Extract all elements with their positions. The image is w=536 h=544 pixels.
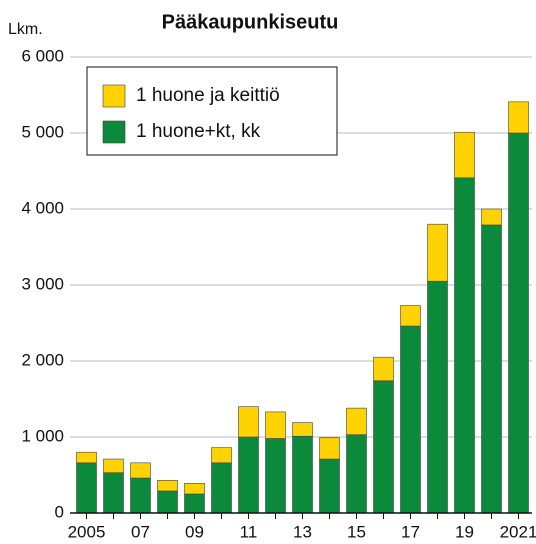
legend-label: 1 huone+kt, kk <box>136 121 261 142</box>
legend-swatch <box>102 84 126 108</box>
bar-segment <box>454 177 475 514</box>
y-axis-label: Lkm. <box>8 21 43 38</box>
bar-segment <box>427 280 448 514</box>
bar-segment <box>481 224 502 514</box>
y-tick-label: 6 000 <box>21 46 64 65</box>
bar-segment <box>130 477 151 514</box>
bar-segment <box>265 411 286 439</box>
bar-segment <box>427 223 448 282</box>
y-tick-label: 0 <box>55 502 64 521</box>
legend-label: 1 huone ja keittiö <box>136 85 280 106</box>
bar-segment <box>373 356 394 382</box>
bar-segment <box>238 406 259 438</box>
legend-box <box>86 66 338 156</box>
bar-segment <box>319 437 340 460</box>
bar-segment <box>508 101 529 134</box>
y-tick-label: 1 000 <box>21 426 64 445</box>
y-tick-label: 4 000 <box>21 198 64 217</box>
bar-segment <box>184 493 205 514</box>
x-tick-label: 2005 <box>68 522 106 541</box>
bar-segment <box>292 435 313 514</box>
y-tick-label: 3 000 <box>21 274 64 293</box>
bar-segment <box>238 436 259 514</box>
bar-segment <box>400 305 421 327</box>
x-tick-label: 11 <box>240 522 258 541</box>
bar-segment <box>346 407 367 436</box>
bar-segment <box>319 458 340 514</box>
bar-segment <box>481 208 502 226</box>
bar-segment <box>157 490 178 514</box>
bar-segment <box>76 451 97 464</box>
x-tick-label: 09 <box>185 522 204 541</box>
bar-segment <box>157 480 178 492</box>
y-tick-label: 5 000 <box>21 122 64 141</box>
x-tick-label: 17 <box>401 522 420 541</box>
legend-swatch <box>102 120 126 144</box>
bar-segment <box>211 462 232 514</box>
bar-segment <box>211 447 232 464</box>
bar-segment <box>508 132 529 514</box>
x-tick-label: 19 <box>455 522 474 541</box>
bar-segment <box>400 325 421 514</box>
x-tick-label: 13 <box>293 522 312 541</box>
bar-segment <box>130 462 151 479</box>
x-tick-label: 07 <box>131 522 150 541</box>
x-tick-label: 15 <box>347 522 366 541</box>
bar-segment <box>184 483 205 495</box>
y-tick-label: 2 000 <box>21 350 64 369</box>
bar-segment <box>454 131 475 179</box>
bar-segment <box>265 438 286 514</box>
bar-segment <box>292 422 313 437</box>
bar-segment <box>103 458 124 474</box>
bar-segment <box>103 472 124 514</box>
bar-segment <box>346 434 367 514</box>
bar-segment <box>76 462 97 514</box>
x-tick-label: 2021 <box>500 522 536 541</box>
chart-title: Pääkaupunkiseutu <box>162 11 339 33</box>
bar-segment <box>373 380 394 514</box>
